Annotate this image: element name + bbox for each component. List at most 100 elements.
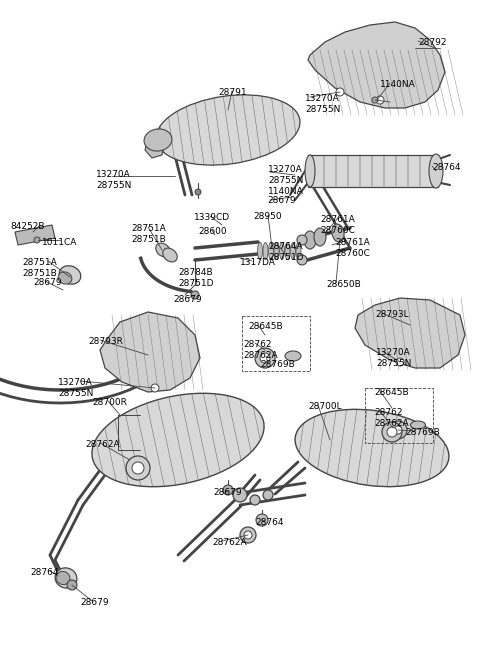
Circle shape xyxy=(256,514,268,526)
Circle shape xyxy=(297,255,307,265)
Circle shape xyxy=(67,580,77,590)
Ellipse shape xyxy=(314,228,326,246)
Text: 28769B: 28769B xyxy=(405,428,440,437)
Circle shape xyxy=(382,422,402,442)
Text: 28761A
28760C: 28761A 28760C xyxy=(335,238,370,258)
Circle shape xyxy=(34,237,40,243)
Circle shape xyxy=(376,96,384,104)
Circle shape xyxy=(195,189,201,195)
Circle shape xyxy=(132,462,144,474)
Text: 28762A: 28762A xyxy=(212,538,247,547)
Ellipse shape xyxy=(144,129,172,151)
Ellipse shape xyxy=(58,272,72,284)
Text: 28645B: 28645B xyxy=(248,322,283,331)
Ellipse shape xyxy=(304,231,316,249)
Circle shape xyxy=(389,421,407,439)
Circle shape xyxy=(263,490,273,500)
Text: 28792: 28792 xyxy=(418,38,446,47)
Circle shape xyxy=(191,291,199,299)
Text: 28600: 28600 xyxy=(198,227,227,236)
Ellipse shape xyxy=(59,266,81,284)
Text: 13270A
28755N: 13270A 28755N xyxy=(58,378,94,398)
Ellipse shape xyxy=(263,242,268,259)
Text: 28751A
28751B: 28751A 28751B xyxy=(22,258,57,278)
Ellipse shape xyxy=(268,242,274,259)
Text: 13270A
28755N: 13270A 28755N xyxy=(96,170,132,190)
Text: 28791: 28791 xyxy=(218,88,247,97)
Text: 1140NA: 1140NA xyxy=(380,80,416,89)
Ellipse shape xyxy=(295,409,449,487)
Circle shape xyxy=(240,527,256,543)
Text: 13270A
28755N: 13270A 28755N xyxy=(376,348,411,368)
Text: 28650B: 28650B xyxy=(326,280,361,289)
Circle shape xyxy=(297,235,307,245)
Text: 28784B
28751D: 28784B 28751D xyxy=(178,268,214,288)
Circle shape xyxy=(250,495,260,505)
Text: 28764: 28764 xyxy=(255,518,284,527)
Text: 28764: 28764 xyxy=(30,568,59,577)
Text: 13270A
28755N: 13270A 28755N xyxy=(305,94,340,114)
Text: 84252B: 84252B xyxy=(10,222,45,231)
Circle shape xyxy=(244,531,252,539)
Text: 28762
28762A: 28762 28762A xyxy=(374,408,408,428)
Circle shape xyxy=(255,348,275,368)
Ellipse shape xyxy=(163,248,177,262)
Ellipse shape xyxy=(305,155,315,187)
Bar xyxy=(242,316,310,371)
Text: 28761A
28760C: 28761A 28760C xyxy=(320,215,355,235)
Text: 1339CD: 1339CD xyxy=(194,213,230,222)
Ellipse shape xyxy=(156,95,300,165)
Ellipse shape xyxy=(290,242,296,259)
Text: 28679: 28679 xyxy=(267,196,296,205)
Ellipse shape xyxy=(156,243,170,257)
Text: 28769B: 28769B xyxy=(260,360,295,369)
Ellipse shape xyxy=(257,242,263,259)
Circle shape xyxy=(396,358,404,366)
Ellipse shape xyxy=(55,568,77,588)
Circle shape xyxy=(233,488,247,502)
Text: 13270A
28755N
1140NA: 13270A 28755N 1140NA xyxy=(268,165,304,196)
Text: 28700L: 28700L xyxy=(308,402,342,411)
Circle shape xyxy=(126,456,150,480)
Text: 28679: 28679 xyxy=(33,278,61,287)
Ellipse shape xyxy=(56,571,70,584)
Polygon shape xyxy=(145,132,165,158)
Text: 1317DA: 1317DA xyxy=(240,258,276,267)
Text: 28764: 28764 xyxy=(432,163,460,172)
Circle shape xyxy=(372,97,378,103)
Text: 28764A
28751D: 28764A 28751D xyxy=(268,242,303,262)
Bar xyxy=(308,155,438,187)
Text: 28793R: 28793R xyxy=(88,337,123,346)
Ellipse shape xyxy=(332,224,344,242)
Polygon shape xyxy=(100,312,200,392)
Circle shape xyxy=(387,427,397,437)
Text: 28679: 28679 xyxy=(173,295,202,304)
Polygon shape xyxy=(15,225,55,245)
Circle shape xyxy=(151,384,159,392)
Ellipse shape xyxy=(285,351,301,361)
Bar xyxy=(365,388,433,443)
Text: 28793L: 28793L xyxy=(375,310,408,319)
Text: 28679: 28679 xyxy=(80,598,108,607)
Ellipse shape xyxy=(92,393,264,487)
Text: 28762
28762A: 28762 28762A xyxy=(243,340,277,360)
Circle shape xyxy=(260,353,270,363)
Ellipse shape xyxy=(274,242,279,259)
Polygon shape xyxy=(308,22,445,108)
Ellipse shape xyxy=(279,242,285,259)
Text: 28950: 28950 xyxy=(253,212,282,221)
Circle shape xyxy=(223,485,233,495)
Ellipse shape xyxy=(296,242,301,259)
Ellipse shape xyxy=(285,242,290,259)
Text: 28700R: 28700R xyxy=(92,398,127,407)
Text: 28645B: 28645B xyxy=(374,388,408,397)
Text: 28762A: 28762A xyxy=(85,440,120,449)
Text: 1011CA: 1011CA xyxy=(42,238,77,247)
Text: 28679: 28679 xyxy=(213,488,241,497)
Ellipse shape xyxy=(429,154,443,188)
Circle shape xyxy=(394,426,402,434)
Polygon shape xyxy=(355,298,465,368)
Ellipse shape xyxy=(410,421,425,429)
Text: 28751A
28751B: 28751A 28751B xyxy=(131,224,166,244)
Circle shape xyxy=(336,88,344,96)
